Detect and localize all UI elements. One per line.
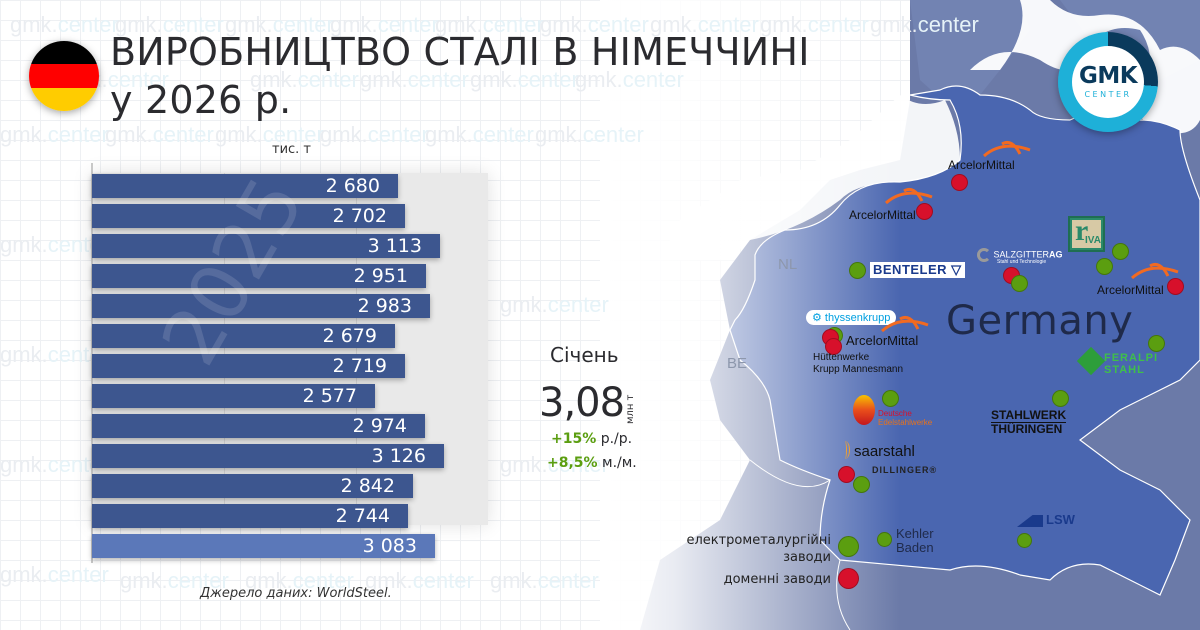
bar: 2 680 (92, 174, 398, 198)
bar-current: 3 083 (92, 534, 435, 558)
bar: 3 126 (92, 444, 444, 468)
brand-logo-dew-icon (853, 395, 875, 425)
plant-dot-lsw[interactable] (1017, 533, 1032, 548)
plant-dot-salzgitter-electric[interactable] (1011, 275, 1028, 292)
germany-flag-icon (29, 41, 99, 111)
salzgitter-icon (977, 248, 991, 262)
plant-label-kehler-baden: Kehler Baden (896, 526, 934, 555)
country-label-germany: Germany (946, 298, 1134, 344)
country-label-be: BE (727, 355, 748, 372)
data-source: Джерело даних: WorldSteel. (200, 586, 392, 601)
plant-dot-saarstahl[interactable] (838, 466, 855, 483)
plant-dot-feralpi[interactable] (1148, 335, 1165, 352)
plant-dot-dillinger[interactable] (853, 476, 870, 493)
brand-label-thuringen: STAHLWERK THÜRINGEN (991, 408, 1067, 436)
brand-label-feralpi: FERALPI STAHL (1104, 352, 1159, 376)
bar: 2 842 (92, 474, 413, 498)
kpi-month: Січень (550, 343, 619, 367)
brand-label-dew: Deutsche Edelstahlwerke (878, 409, 933, 427)
plant-label-arcelormittal-hamburg: ArcelorMittal (849, 208, 916, 222)
arcelormittal-logo-icon (1131, 262, 1179, 280)
bar: 2 983 (92, 294, 430, 318)
arcelormittal-logo-icon (983, 140, 1031, 158)
bar: 2 719 (92, 354, 405, 378)
page-title: ВИРОБНИЦТВО СТАЛІ В НІМЕЧЧИНІ у 2026 р. (110, 30, 810, 122)
plant-dot-kehler-baden[interactable] (877, 532, 892, 547)
brand-label-lsw: LSW (1046, 512, 1075, 527)
plant-label-hkm-1: Hüttenwerke (813, 352, 870, 363)
bar: 2 974 (92, 414, 425, 438)
plant-dot-benteler[interactable] (849, 262, 866, 279)
country-label-nl: NL (778, 256, 798, 273)
gmk-center-logo: GMK CENTER (1058, 32, 1158, 132)
arcelormittal-logo-icon (881, 315, 929, 333)
plant-dot-riva-1[interactable] (1112, 243, 1129, 260)
plant-dot-hkm[interactable] (825, 338, 842, 355)
brand-label-saarstahl: saarstahl (854, 443, 915, 460)
brand-logo-saarstahl-icon (840, 441, 850, 459)
legend-dot-blast (838, 568, 859, 589)
bar: 2 744 (92, 504, 408, 528)
plant-label-hkm-2: Krupp Mannesmann (813, 364, 904, 375)
arcelormittal-logo-icon (885, 187, 933, 205)
plant-dot-thuringen[interactable] (1052, 390, 1069, 407)
bar: 2 951 (92, 264, 426, 288)
legend-label-blast: доменні заводи (723, 572, 831, 587)
kpi-value: 3,08 (539, 380, 625, 426)
bar: 2 702 (92, 204, 405, 228)
bar: 2 577 (92, 384, 375, 408)
plant-dot-riva-2[interactable] (1096, 258, 1113, 275)
bar: 2 679 (92, 324, 395, 348)
brand-logo-riva: r IVA (1068, 214, 1105, 252)
legend-label-electric: електрометалургійні заводи (686, 533, 831, 565)
brand-logo-salzgitter: SALZGITTERAG Stahl und Technologie (977, 248, 1063, 265)
kpi-mom: +8,5% м./м. (547, 455, 637, 471)
brand-logo-benteler: BENTELER ▽ (870, 262, 965, 278)
plant-dot-arcelormittal-bremen[interactable] (951, 174, 968, 191)
legend-dot-electric (838, 536, 859, 557)
plant-dot-arcelormittal-hamburg[interactable] (916, 203, 933, 220)
plant-dot-dew[interactable] (882, 390, 899, 407)
bar: 3 113 (92, 234, 440, 258)
plant-dot-arcelormittal-eisenhuttenstadt[interactable] (1167, 278, 1184, 295)
plant-label-arcelormittal-duisburg: ArcelorMittal (846, 333, 919, 348)
chart-unit-label: тис. т (272, 142, 312, 157)
brand-label-dillinger: DILLINGER® (872, 465, 938, 475)
plant-label-arcelormittal-bremen: ArcelorMittal (948, 158, 1015, 172)
kpi-unit: млн т (625, 394, 636, 424)
kpi-yoy: +15% р./р. (551, 431, 633, 447)
plant-label-arcelormittal-eisenhuttenstadt: ArcelorMittal (1097, 283, 1164, 297)
brand-logo-thyssenkrupp: ⚙ thyssenkrupp (806, 310, 897, 325)
